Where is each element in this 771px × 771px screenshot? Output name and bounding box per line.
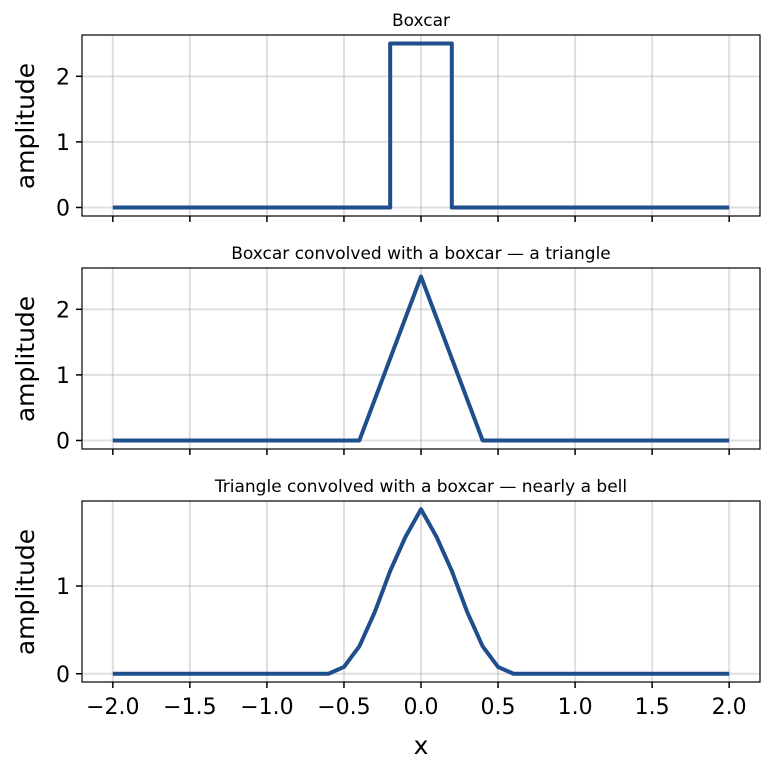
panel-title: Boxcar convolved with a boxcar — a trian… bbox=[231, 244, 611, 264]
plot-area: 0 1 2 bbox=[56, 34, 761, 222]
y-tick-label: 0 bbox=[56, 663, 70, 688]
plot-area: −2.0 −1.5 −1.0 −0.5 0.0 0.5 1.0 1.5 2.0 0 1 bbox=[56, 500, 761, 720]
x-tick-label: 0.5 bbox=[481, 695, 516, 720]
plot-area: 0 1 2 bbox=[56, 267, 761, 455]
panel-triangle: Boxcar convolved with a boxcar — a trian… bbox=[11, 244, 761, 455]
x-tick-label: 2.0 bbox=[712, 695, 747, 720]
y-tick-label: 2 bbox=[56, 65, 70, 90]
x-tick-label: −1.5 bbox=[163, 695, 216, 720]
y-tick-label: 0 bbox=[56, 429, 70, 454]
panel-bell: Triangle convolved with a boxcar — nearl… bbox=[11, 477, 761, 760]
y-tick-label: 1 bbox=[56, 131, 70, 156]
x-tick-label: −2.0 bbox=[86, 695, 139, 720]
x-axis-label: x bbox=[414, 731, 429, 760]
y-tick-label: 0 bbox=[56, 196, 70, 221]
series-line bbox=[112, 41, 730, 210]
y-tick-label: 2 bbox=[56, 298, 70, 323]
y-axis-label: amplitude bbox=[11, 529, 40, 655]
y-axis-label: amplitude bbox=[11, 296, 40, 422]
x-tick-label: 1.0 bbox=[558, 695, 593, 720]
y-tick-label: 1 bbox=[56, 575, 70, 600]
x-tick-label: 1.5 bbox=[635, 695, 670, 720]
panel-boxcar: Boxcar amplitude 0 1 2 bbox=[11, 11, 761, 222]
panel-title: Triangle convolved with a boxcar — nearl… bbox=[214, 477, 627, 497]
y-tick-label: 1 bbox=[56, 364, 70, 389]
x-tick-label: −1.0 bbox=[240, 695, 293, 720]
series-line bbox=[112, 274, 730, 443]
x-tick-label: 0.0 bbox=[404, 695, 439, 720]
x-tick-label: −0.5 bbox=[317, 695, 370, 720]
y-axis-label: amplitude bbox=[11, 63, 40, 189]
panel-title: Boxcar bbox=[392, 11, 450, 31]
series-line bbox=[112, 507, 730, 676]
